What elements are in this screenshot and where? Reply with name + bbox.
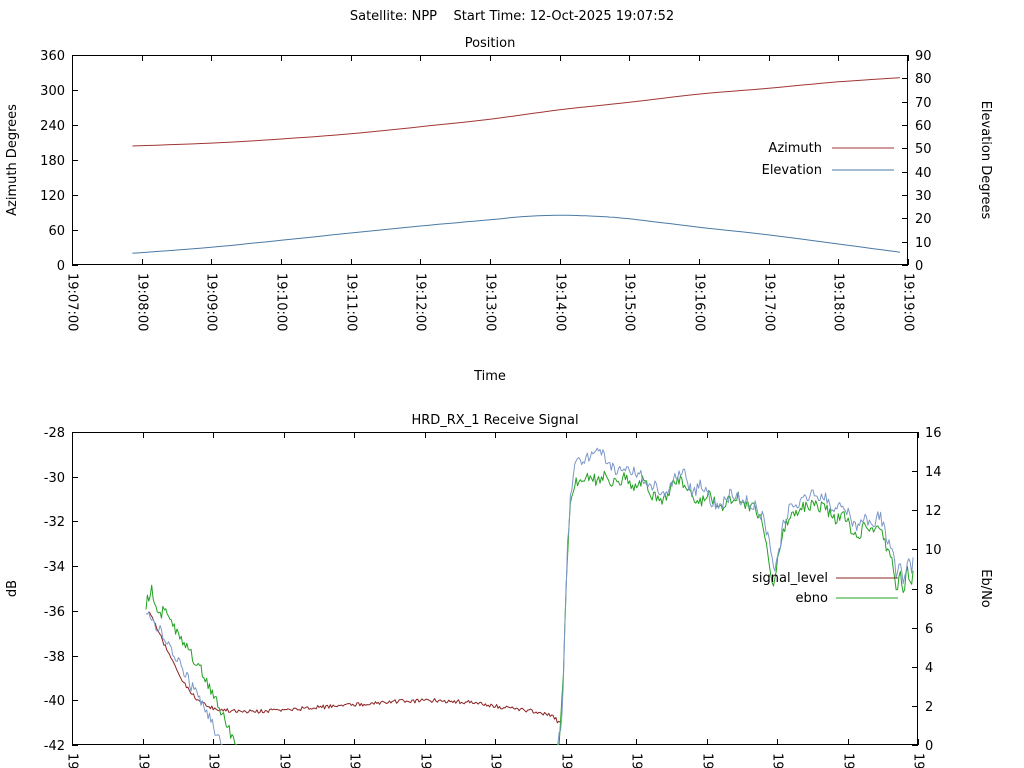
chart-title: HRD_RX_1 Receive Signal [411, 413, 578, 428]
y2-tick-label: 0 [925, 739, 933, 754]
y2-tick-label: 10 [915, 236, 932, 251]
y-tick-label: 120 [40, 189, 65, 204]
x-tick-label: 19:11:00 [347, 753, 362, 768]
y2-tick-label: 40 [915, 166, 932, 181]
legend-label-Elevation: Elevation [762, 163, 822, 178]
x-tick-label: 19:09:00 [204, 273, 219, 331]
receive-signal-chart: 19:07:00 19:08:00 19:09:00 19:10:00 19:11:00… [5, 413, 993, 768]
y-axis-label: dB [5, 580, 20, 597]
x-tick-label: 19:08:00 [135, 273, 150, 331]
x-tick-label: 19:11:00 [344, 273, 359, 331]
y-tick-label: -30 [44, 471, 65, 486]
x-tick-label: 19:16:00 [700, 753, 715, 768]
y2-tick-label: 2 [925, 700, 933, 715]
y-tick-label: -36 [44, 605, 65, 620]
y2-tick-label: 12 [925, 504, 942, 519]
x-tick-label: 19:10:00 [274, 273, 289, 331]
series-path-ebno [145, 470, 914, 745]
y2-tick-label: 50 [915, 142, 932, 157]
y-tick-label: -28 [44, 426, 65, 441]
series-path-ebno_2 [145, 447, 914, 745]
y-tick-label: 60 [48, 224, 65, 239]
y-tick-label: -40 [44, 694, 65, 709]
series-path-Elevation [132, 214, 900, 254]
x-tick-label: 19:17:00 [762, 273, 777, 331]
x-tick-label: 19:09:00 [206, 753, 221, 768]
suptitle: Satellite: NPP Start Time: 12-Oct-2025 1… [349, 9, 675, 24]
legend-label-Azimuth: Azimuth [768, 141, 822, 156]
x-tick-label: 19:15:00 [629, 753, 644, 768]
y2-tick-label: 30 [915, 189, 932, 204]
legend-label-ebno: ebno [796, 591, 828, 606]
y-tick-label: -38 [44, 650, 65, 665]
y2-axis-label: Elevation Degrees [978, 101, 993, 220]
x-axis-label: Time [473, 369, 506, 384]
y2-tick-label: 16 [925, 426, 942, 441]
y2-tick-label: 90 [915, 49, 932, 64]
plot-border [72, 432, 918, 745]
x-tick-label: 19:18:00 [841, 753, 856, 768]
x-tick-label: 19:18:00 [831, 273, 846, 331]
y2-tick-label: 80 [915, 72, 932, 87]
y2-tick-label: 60 [915, 119, 932, 134]
y-tick-label: 180 [40, 154, 65, 169]
x-tick-label: 19:07:00 [65, 753, 80, 768]
y-tick-label: -42 [44, 739, 65, 754]
x-tick-label: 19:08:00 [136, 753, 151, 768]
y2-axis-label: Eb/No [978, 569, 993, 608]
x-tick-label: 19:07:00 [65, 273, 80, 331]
legend-label-signal_level: signal_level [752, 571, 828, 586]
y-tick-label: -34 [44, 560, 65, 575]
x-tick-label: 19:14:00 [553, 273, 568, 331]
y2-tick-label: 6 [925, 622, 933, 637]
y2-tick-label: 8 [925, 583, 933, 598]
x-tick-label: 19:12:00 [413, 273, 428, 331]
x-tick-label: 19:10:00 [277, 753, 292, 768]
y-tick-label: 0 [57, 259, 65, 274]
x-tick-label: 19:16:00 [692, 273, 707, 331]
chart-title: Position [465, 36, 516, 51]
y2-tick-label: 20 [915, 212, 932, 227]
y2-tick-label: 70 [915, 96, 932, 111]
series-path-Azimuth [132, 77, 900, 147]
y2-tick-label: 10 [925, 543, 942, 558]
x-tick-label: 19:19:00 [911, 753, 926, 768]
y-tick-label: -32 [44, 515, 65, 530]
series-path-signal_level [148, 611, 561, 724]
x-tick-label: 19:12:00 [418, 753, 433, 768]
y-tick-label: 360 [40, 49, 65, 64]
x-tick-label: 19:17:00 [770, 753, 785, 768]
y-tick-label: 300 [40, 84, 65, 99]
x-tick-label: 19:13:00 [488, 753, 503, 768]
x-tick-label: 19:15:00 [622, 273, 637, 331]
y2-tick-label: 14 [925, 465, 942, 480]
x-tick-label: 19:14:00 [559, 753, 574, 768]
position-chart: 19:07:00 19:08:00 19:09:00 19:10:00 19:11:00… [5, 36, 993, 384]
x-tick-label: 19:19:00 [901, 273, 916, 331]
y-axis-label: Azimuth Degrees [5, 104, 20, 216]
x-tick-label: 19:13:00 [483, 273, 498, 331]
y2-tick-label: 4 [925, 661, 933, 676]
y-tick-label: 240 [40, 119, 65, 134]
y2-tick-label: 0 [915, 259, 923, 274]
